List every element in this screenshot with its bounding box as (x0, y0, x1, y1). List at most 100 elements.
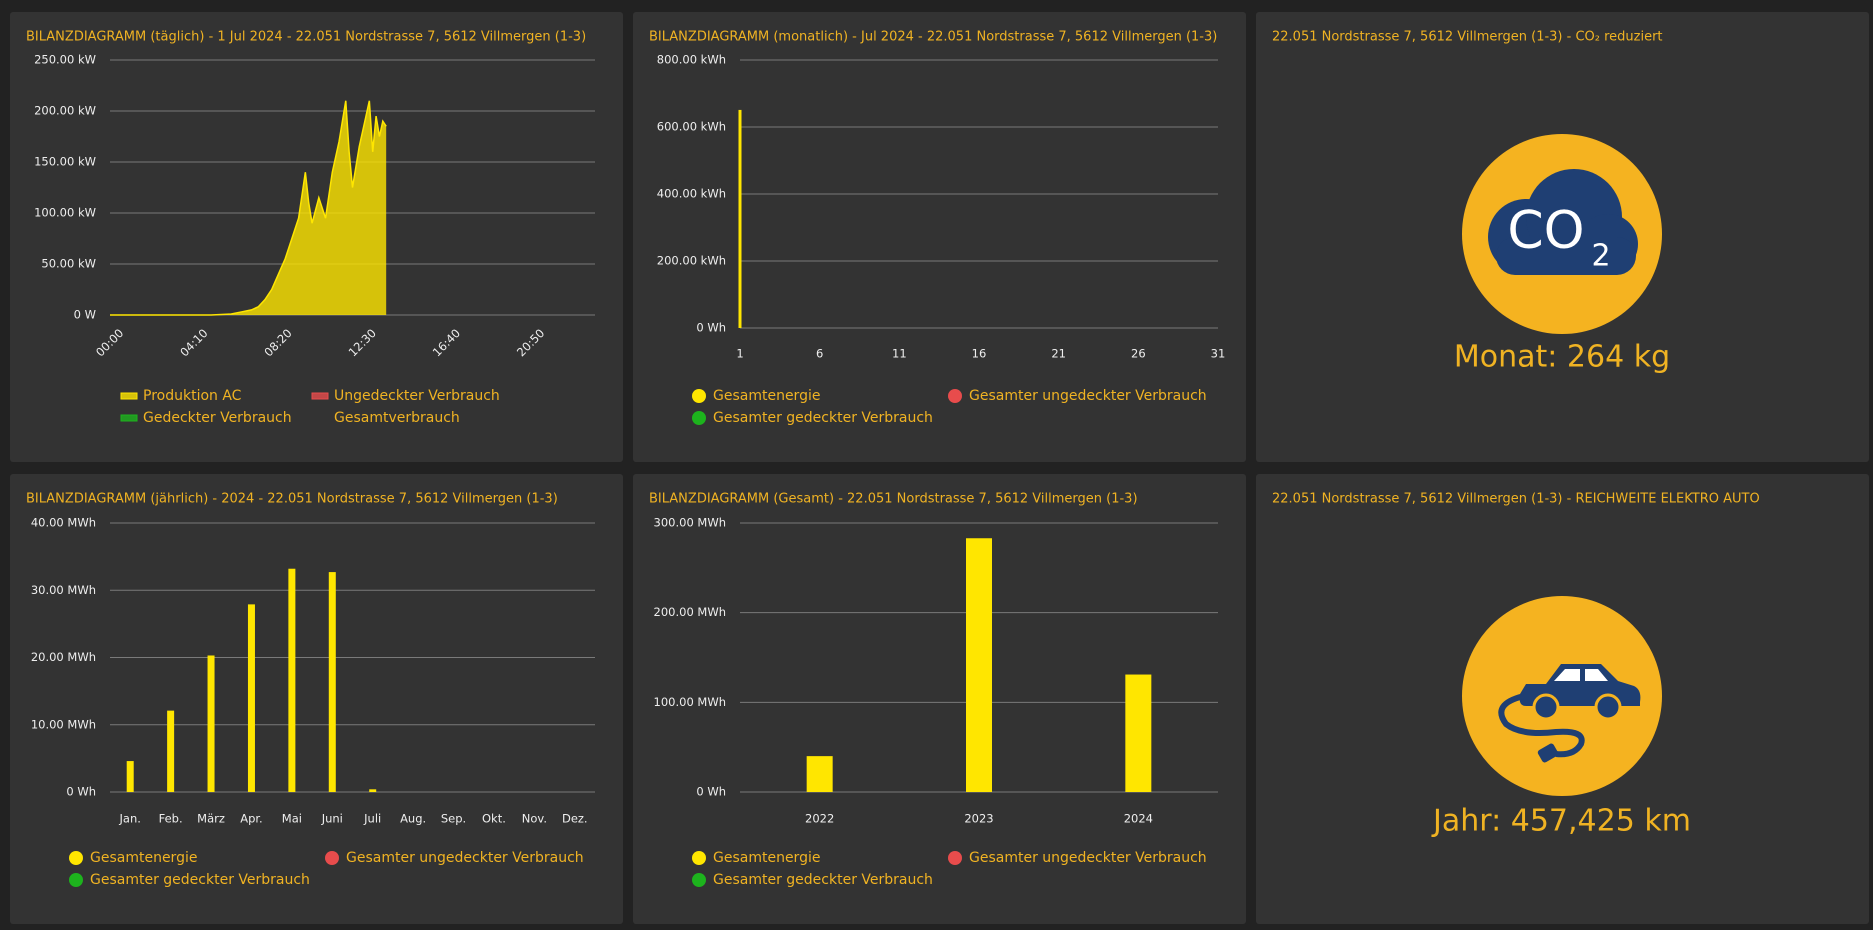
x-tick-label: Juli (363, 812, 381, 826)
x-tick-label: Aug. (400, 812, 426, 826)
y-tick-label: 0 W (74, 308, 96, 322)
legend-marker (692, 389, 706, 403)
x-tick-label: Dez. (562, 812, 588, 826)
chart-title: BILANZDIAGRAMM (monatlich) - Jul 2024 - … (649, 30, 1217, 45)
chart-title: BILANZDIAGRAMM (jährlich) - 2024 - 22.05… (26, 492, 558, 507)
bar (1125, 674, 1152, 792)
legend-marker (69, 873, 83, 887)
x-tick-label: Mai (282, 812, 302, 826)
tile-value: Jahr: 457,425 km (1431, 804, 1691, 839)
x-tick-label: Nov. (522, 812, 547, 826)
y-tick-label: 200.00 MWh (654, 605, 726, 619)
x-tick-label: 2024 (1124, 812, 1153, 826)
bar (806, 756, 833, 792)
x-tick-label: 21 (1051, 347, 1066, 361)
legend-marker (948, 851, 962, 865)
x-tick-label: 08:20 (261, 326, 294, 359)
chart: BILANZDIAGRAMM (Gesamt) - 22.051 Nordstr… (649, 492, 1218, 888)
x-tick-label: 04:10 (177, 326, 210, 359)
x-tick-label: 16:40 (430, 326, 463, 359)
cloud-icon (1488, 169, 1638, 275)
area-fill (110, 100, 387, 315)
legend-label: Gesamter gedeckter Verbrauch (713, 410, 933, 426)
y-tick-label: 50.00 kW (41, 257, 96, 271)
y-tick-label: 150.00 kW (34, 155, 96, 169)
legend-label: Gesamter ungedeckter Verbrauch (969, 388, 1207, 404)
legend-marker (325, 851, 339, 865)
tile-value: Monat: 264 kg (1454, 340, 1670, 375)
bar (288, 568, 296, 792)
bar (328, 572, 336, 792)
chart-title: BILANZDIAGRAMM (täglich) - 1 Jul 2024 - … (26, 30, 586, 45)
y-tick-label: 200.00 kWh (657, 254, 726, 268)
x-tick-label: 00:00 (93, 326, 126, 359)
legend-label: Gesamtenergie (90, 850, 197, 866)
y-tick-label: 10.00 MWh (31, 717, 96, 731)
y-tick-label: 800.00 kWh (657, 53, 726, 67)
legend-label: Ungedeckter Verbrauch (334, 388, 500, 404)
chart: BILANZDIAGRAMM (täglich) - 1 Jul 2024 - … (26, 30, 595, 426)
bar (126, 761, 134, 792)
y-tick-label: 100.00 kW (34, 206, 96, 220)
panel: BILANZDIAGRAMM (Gesamt) - 22.051 Nordstr… (633, 474, 1246, 924)
x-tick-label: 2023 (964, 812, 993, 826)
bar (369, 789, 377, 792)
legend-label: Gesamter gedeckter Verbrauch (713, 872, 933, 888)
y-tick-label: 0 Wh (696, 321, 726, 335)
bar (966, 538, 992, 792)
x-tick-label: Feb. (159, 812, 183, 826)
tile-title: 22.051 Nordstrasse 7, 5612 Villmergen (1… (1272, 492, 1760, 507)
x-tick-label: 6 (816, 347, 823, 361)
legend-label: Gesamtenergie (713, 388, 820, 404)
legend-marker (69, 851, 83, 865)
panel: 22.051 Nordstrasse 7, 5612 Villmergen (1… (1256, 12, 1869, 462)
tile: 22.051 Nordstrasse 7, 5612 Villmergen (1… (1272, 30, 1670, 375)
y-tick-label: 0 Wh (696, 785, 726, 799)
panel: 22.051 Nordstrasse 7, 5612 Villmergen (1… (1256, 474, 1869, 924)
icon-text: CO (1507, 201, 1584, 261)
x-tick-label: 31 (1211, 347, 1226, 361)
icon-subscript: 2 (1591, 239, 1610, 274)
x-tick-label: Sep. (441, 812, 466, 826)
panel: BILANZDIAGRAMM (jährlich) - 2024 - 22.05… (10, 474, 623, 924)
x-tick-label: Okt. (482, 812, 506, 826)
y-tick-label: 0 Wh (66, 785, 96, 799)
chart-title: BILANZDIAGRAMM (Gesamt) - 22.051 Nordstr… (649, 492, 1138, 507)
panel: BILANZDIAGRAMM (täglich) - 1 Jul 2024 - … (10, 12, 623, 462)
legend-marker (692, 851, 706, 865)
y-tick-label: 300.00 MWh (654, 516, 726, 530)
x-tick-label: 12:30 (346, 326, 379, 359)
y-tick-label: 40.00 MWh (31, 516, 96, 530)
y-tick-label: 250.00 kW (34, 53, 96, 67)
y-tick-label: 100.00 MWh (654, 695, 726, 709)
x-tick-label: 11 (892, 347, 907, 361)
legend-marker (120, 414, 138, 422)
tile-title: 22.051 Nordstrasse 7, 5612 Villmergen (1… (1272, 30, 1663, 45)
x-tick-label: 16 (972, 347, 987, 361)
y-tick-label: 20.00 MWh (31, 650, 96, 664)
bar (207, 655, 215, 792)
legend-label: Gesamtenergie (713, 850, 820, 866)
x-tick-label: Juni (321, 812, 343, 826)
legend-label: Gesamter gedeckter Verbrauch (90, 872, 310, 888)
legend-label: Gesamter ungedeckter Verbrauch (346, 850, 584, 866)
chart: BILANZDIAGRAMM (monatlich) - Jul 2024 - … (649, 30, 1226, 427)
legend-marker (692, 873, 706, 887)
x-tick-label: März (197, 812, 225, 826)
x-tick-label: 1 (736, 347, 743, 361)
legend-label: Gedeckter Verbrauch (143, 410, 292, 426)
area-line (110, 100, 387, 316)
y-tick-label: 400.00 kWh (657, 187, 726, 201)
tile: 22.051 Nordstrasse 7, 5612 Villmergen (1… (1272, 492, 1760, 839)
x-tick-label: 20:50 (514, 326, 547, 359)
x-tick-label: Jan. (119, 812, 141, 826)
legend-label: Gesamter ungedeckter Verbrauch (969, 850, 1207, 866)
legend-marker (692, 411, 706, 425)
chart: BILANZDIAGRAMM (jährlich) - 2024 - 22.05… (26, 492, 595, 888)
car-icon (1498, 664, 1641, 763)
legend-marker (311, 392, 329, 400)
legend-label: Produktion AC (143, 388, 242, 404)
bar (167, 710, 175, 792)
x-tick-label: 2022 (805, 812, 834, 826)
